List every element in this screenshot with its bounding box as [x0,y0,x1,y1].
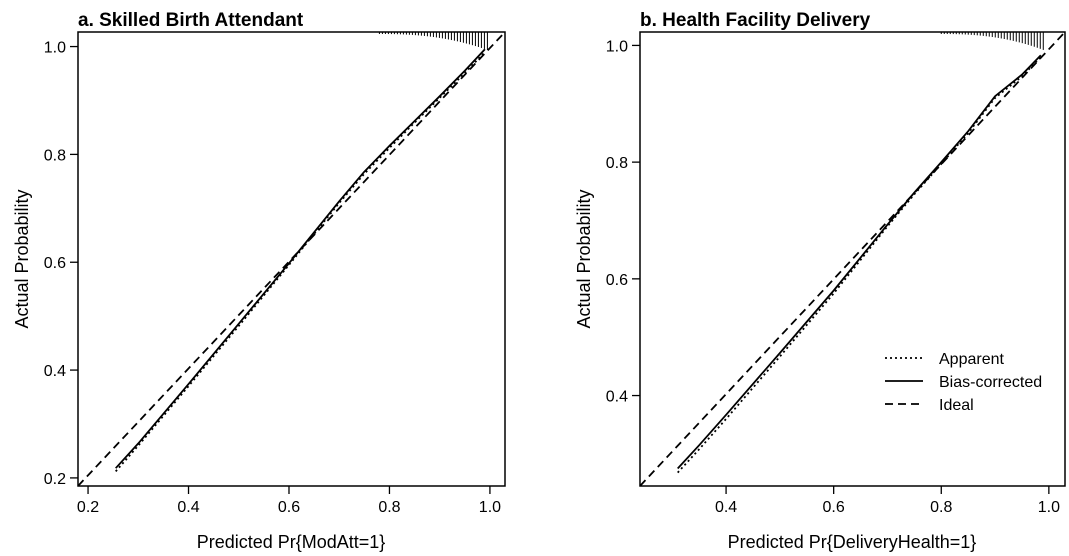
panel-b-plot-frame [639,31,1066,487]
panel-a-series-apparent [115,51,486,472]
panel-b-x-tick-label: 1.0 [1038,499,1060,516]
panel-a-x-tick-label: 0.6 [278,499,300,516]
panel-b-y-tick-label: 0.8 [606,155,628,172]
panel-b: b. Health Facility Delivery 0.4 0.6 0.8 1.0… [574,10,1066,552]
legend-apparent-label: Apparent [939,351,1004,368]
panel-a-y-axis-label: Actual Probability [12,189,32,328]
panel-b-series-ideal [639,31,1066,487]
panel-a-series [77,31,506,487]
panel-b-y-tick-label: 0.4 [606,389,628,406]
panel-a-x-tick-label: 0.2 [77,499,99,516]
legend: Apparent Bias-corrected Ideal [885,351,1042,414]
panel-b-x-tick-label: 0.6 [823,499,845,516]
panel-a-rug [378,32,488,50]
panel-b-series-bias-corrected [677,54,1042,470]
panel-b-y-axis-label: Actual Probability [574,189,594,328]
panel-b-x-tick-label: 0.4 [715,499,737,516]
panel-a-x-tick-label: 0.4 [177,499,199,516]
legend-ideal-label: Ideal [939,397,974,414]
panel-b-series [639,31,1066,487]
panel-a: a. Skilled Birth Attendant 0.2 0.4 0.6 0.8 1… [12,10,506,552]
legend-bias-corrected-label: Bias-corrected [939,374,1042,391]
panel-b-y-tick-label: 1.0 [606,38,628,55]
panel-a-axes: 0.2 0.4 0.6 0.8 1.0 0.2 0.4 0.6 0.8 1.0 [44,40,501,516]
panel-a-title: a. Skilled Birth Attendant [78,10,304,31]
panel-b-series-apparent [677,56,1042,474]
panel-a-y-tick-label: 0.4 [44,363,66,380]
panel-b-title: b. Health Facility Delivery [640,10,871,31]
panel-b-x-tick-label: 0.8 [930,499,952,516]
panel-b-axes: 0.4 0.6 0.8 1.0 0.4 0.6 0.8 1.0 [606,38,1060,516]
panel-b-x-axis-label: Predicted Pr{DeliveryHealth=1} [728,532,977,552]
panel-b-rug [940,32,1044,50]
panel-b-y-tick-label: 0.6 [606,272,628,289]
panel-a-x-axis-label: Predicted Pr{ModAtt=1} [197,532,386,552]
panel-a-y-tick-label: 1.0 [44,40,66,57]
panel-a-plot-frame [77,31,506,487]
panel-a-y-tick-label: 0.2 [44,471,66,488]
panel-a-y-tick-label: 0.8 [44,147,66,164]
panel-a-x-tick-label: 0.8 [378,499,400,516]
panel-a-y-tick-label: 0.6 [44,255,66,272]
panel-a-series-bias-corrected [115,48,486,469]
panel-a-x-tick-label: 1.0 [479,499,501,516]
